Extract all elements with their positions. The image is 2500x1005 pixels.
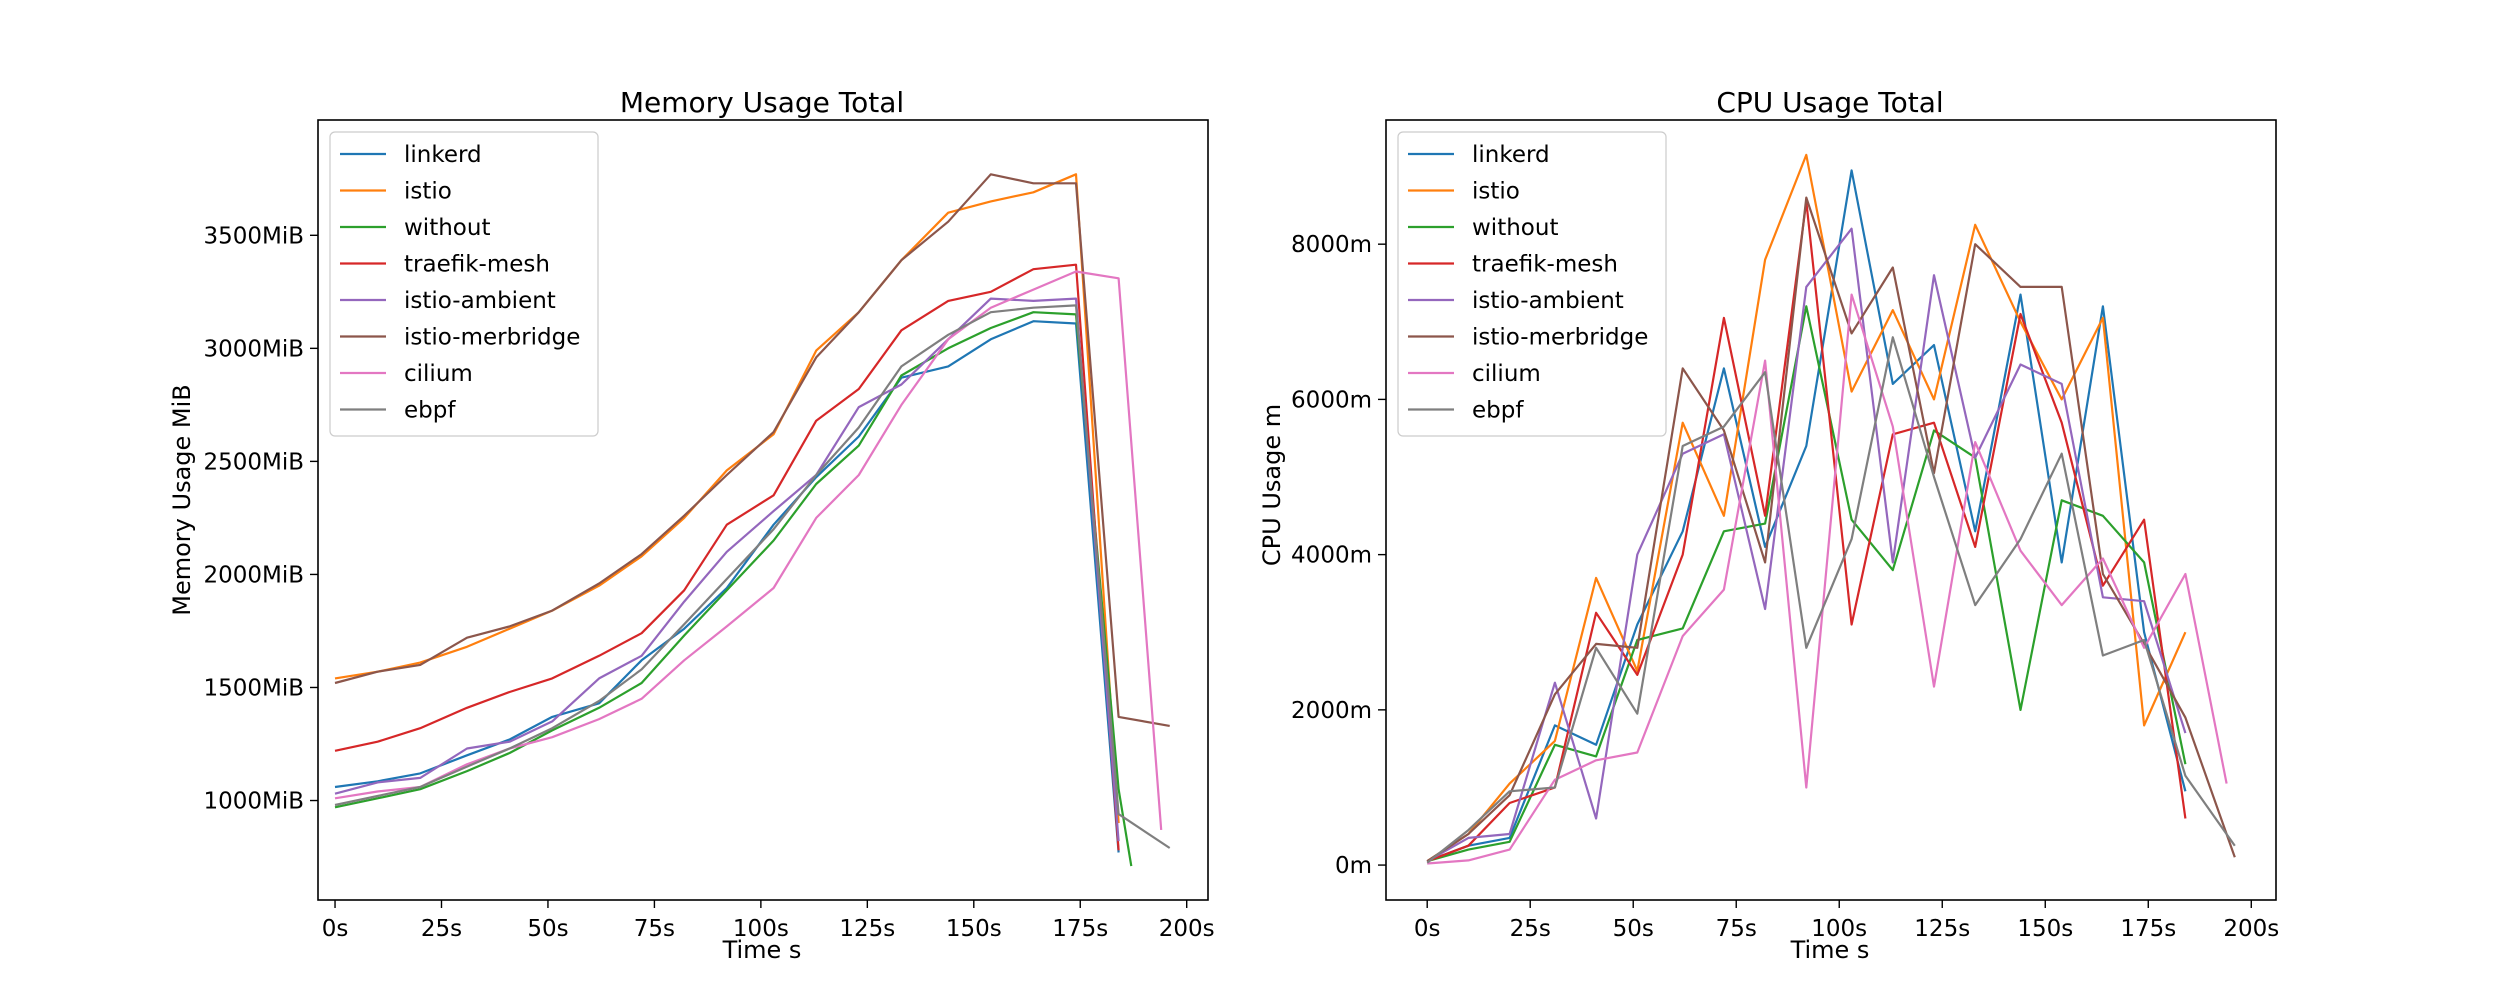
memory-series-line-istio-ambient	[334, 297, 1120, 842]
memory-y-tick-label: 2500MiB	[203, 449, 304, 475]
cpu-y-tick-label: 6000m	[1291, 387, 1372, 413]
cpu-legend-label-without: without	[1472, 215, 1558, 241]
cpu-series-line-istio	[1426, 153, 2187, 863]
memory-legend-label-istio: istio	[404, 179, 452, 205]
memory-y-tick-label: 3500MiB	[203, 223, 304, 249]
memory-series-line-istio-merbridge	[334, 173, 1170, 727]
cpu-plot-frame	[1385, 119, 2277, 901]
cpu-x-tick-label: 175s	[2120, 916, 2176, 942]
memory-chart-ylabel: Memory Usage MiB	[168, 384, 196, 615]
memory-x-tick-label: 75s	[634, 916, 675, 942]
memory-plot-frame	[317, 119, 1209, 901]
memory-legend-label-cilium: cilium	[404, 361, 473, 387]
cpu-y-tick-label: 4000m	[1291, 543, 1372, 569]
memory-series-line-istio	[334, 173, 1120, 824]
cpu-x-tick-label: 75s	[1716, 916, 1757, 942]
memory-x-tick-label: 100s	[733, 916, 789, 942]
cpu-legend-label-istio-merbridge: istio-merbridge	[1472, 325, 1648, 351]
cpu-legend-label-ebpf: ebpf	[1472, 398, 1524, 424]
memory-legend-box	[329, 131, 599, 437]
memory-series-lines	[334, 173, 1171, 867]
memory-series-line-cilium	[334, 270, 1163, 830]
memory-chart: Memory Usage Total Time s Memory Usage M…	[168, 86, 1215, 964]
cpu-legend-label-istio: istio	[1472, 179, 1520, 205]
memory-x-tick-label: 50s	[527, 916, 568, 942]
cpu-legend: linkerd istio without traefik-mesh istio-amb…	[1397, 131, 1667, 437]
memory-y-tick-label: 1000MiB	[203, 789, 304, 815]
memory-y-tick-label: 3000MiB	[203, 336, 304, 362]
memory-series-line-without	[334, 311, 1133, 867]
cpu-y-tick-label: 0m	[1335, 853, 1372, 879]
memory-legend-label-without: without	[404, 215, 490, 241]
memory-x-tick-label: 175s	[1052, 916, 1108, 942]
cpu-legend-label-cilium: cilium	[1472, 361, 1541, 387]
cpu-series-lines	[1426, 153, 2236, 865]
cpu-series-line-without	[1426, 305, 2187, 863]
cpu-chart-title: CPU Usage Total	[1716, 86, 1943, 119]
cpu-x-tick-label: 0s	[1414, 916, 1441, 942]
cpu-series-line-istio-merbridge	[1426, 196, 2236, 863]
memory-y-tick-label: 2000MiB	[203, 562, 304, 588]
memory-legend-label-ebpf: ebpf	[404, 398, 456, 424]
cpu-x-tick-label: 200s	[2223, 916, 2279, 942]
memory-legend-label-istio-ambient: istio-ambient	[404, 288, 556, 314]
cpu-x-tick-label: 100s	[1811, 916, 1867, 942]
memory-x-tick-label: 0s	[322, 916, 349, 942]
cpu-series-line-istio-ambient	[1426, 227, 2187, 863]
cpu-legend-label-istio-ambient: istio-ambient	[1472, 288, 1624, 314]
cpu-y-tick-label: 8000m	[1291, 232, 1372, 258]
memory-x-tick-label: 150s	[946, 916, 1002, 942]
memory-x-tick-label: 25s	[421, 916, 462, 942]
cpu-x-tick-label: 50s	[1613, 916, 1654, 942]
cpu-chart: CPU Usage Total Time s CPU Usage m 0s 25s…	[1258, 86, 2279, 964]
cpu-legend-label-linkerd: linkerd	[1472, 142, 1550, 168]
cpu-chart-xlabel: Time s	[1790, 936, 1870, 964]
memory-x-tick-label: 200s	[1159, 916, 1215, 942]
memory-y-tick-label: 1500MiB	[203, 675, 304, 701]
memory-x-tick-label: 125s	[839, 916, 895, 942]
cpu-series-line-cilium	[1427, 293, 2228, 865]
memory-legend-label-linkerd: linkerd	[404, 142, 482, 168]
memory-series-line-linkerd	[334, 320, 1120, 853]
cpu-x-tick-label: 125s	[1914, 916, 1970, 942]
cpu-x-tick-label: 25s	[1510, 916, 1551, 942]
cpu-x-tick-label: 150s	[2017, 916, 2073, 942]
memory-series-line-ebpf	[334, 304, 1171, 849]
cpu-series-line-linkerd	[1426, 169, 2187, 863]
memory-legend-label-istio-merbridge: istio-merbridge	[404, 325, 580, 351]
cpu-legend-box	[1397, 131, 1667, 437]
memory-chart-title: Memory Usage Total	[620, 86, 904, 119]
memory-series-line-traefik-mesh	[334, 263, 1120, 851]
memory-legend: linkerd istio without traefik-mesh istio-amb…	[329, 131, 599, 437]
cpu-chart-ylabel: CPU Usage m	[1258, 404, 1286, 566]
cpu-legend-label-traefik-mesh: traefik-mesh	[1472, 252, 1618, 278]
memory-chart-xlabel: Time s	[722, 936, 802, 964]
cpu-y-tick-label: 2000m	[1291, 698, 1372, 724]
cpu-series-line-ebpf	[1426, 336, 2236, 864]
memory-legend-label-traefik-mesh: traefik-mesh	[404, 252, 550, 278]
